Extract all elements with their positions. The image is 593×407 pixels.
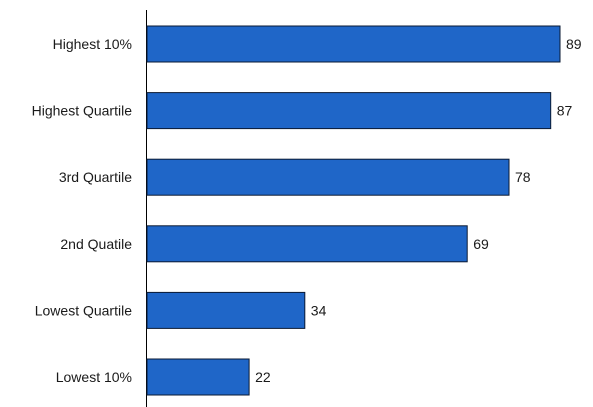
value-label: 34 <box>311 302 327 318</box>
category-label: Lowest Quartile <box>35 302 132 318</box>
category-label: 2nd Quatile <box>60 236 132 252</box>
bar-lowest-10 <box>146 358 250 396</box>
bar-highest-10 <box>146 25 561 63</box>
value-label: 69 <box>473 236 489 252</box>
bar-3rd-quartile <box>146 158 510 196</box>
category-label: Highest 10% <box>53 36 132 52</box>
bar-lowest-quartile <box>146 291 306 329</box>
value-label: 78 <box>515 169 531 185</box>
bars-layer <box>146 25 561 396</box>
category-label: Lowest 10% <box>56 369 132 385</box>
labels-layer: Highest 10% 89 Highest Quartile 87 3rd Quart… <box>32 36 582 385</box>
category-label: Highest Quartile <box>32 103 133 119</box>
value-label: 22 <box>255 369 271 385</box>
bar-highest-quartile <box>146 92 552 130</box>
value-label: 87 <box>557 103 573 119</box>
bar-2nd-quatile <box>146 225 468 263</box>
value-label: 89 <box>566 36 582 52</box>
category-label: 3rd Quartile <box>59 169 132 185</box>
